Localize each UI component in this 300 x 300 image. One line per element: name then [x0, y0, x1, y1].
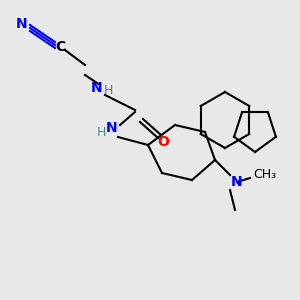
Text: H: H [103, 85, 113, 98]
Text: N: N [106, 121, 118, 135]
Text: N: N [91, 81, 103, 95]
Text: C: C [55, 40, 65, 54]
Text: CH₃: CH₃ [253, 169, 276, 182]
Text: N: N [231, 175, 243, 189]
Text: O: O [157, 135, 169, 149]
Text: N: N [16, 17, 28, 31]
Text: H: H [96, 125, 106, 139]
